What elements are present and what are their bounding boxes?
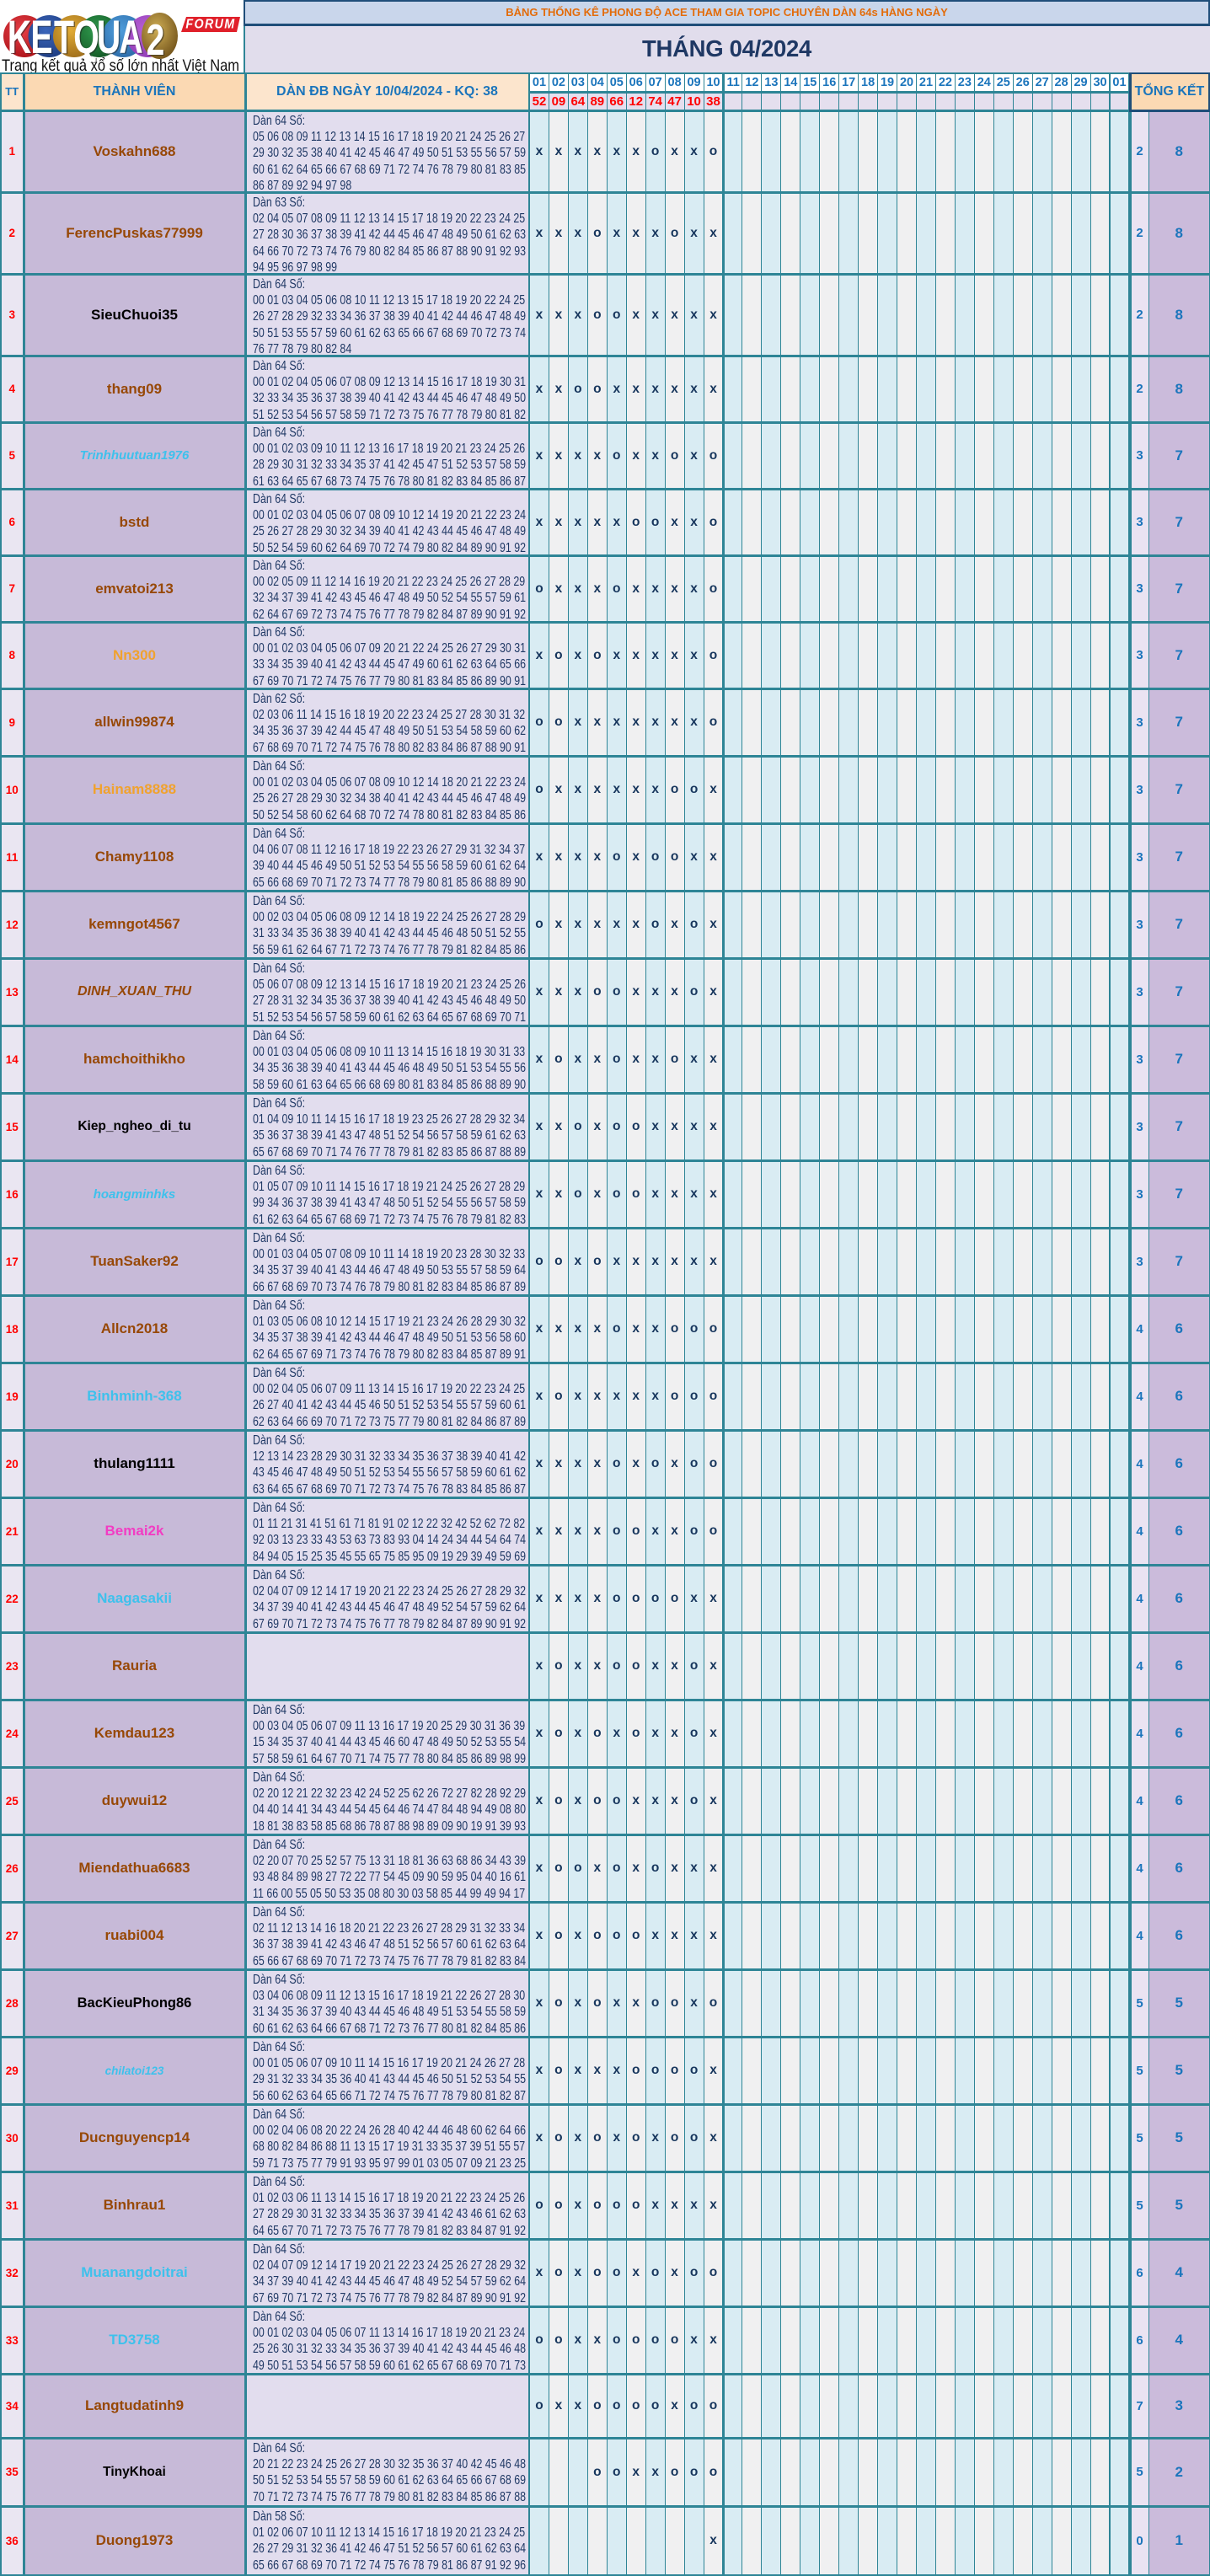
svg-text:Q: Q — [75, 12, 100, 65]
svg-text:U: U — [97, 11, 120, 64]
svg-text:FORUM: FORUM — [185, 18, 235, 32]
svg-text:T: T — [56, 12, 76, 65]
svg-text:Q: Q — [73, 11, 99, 64]
svg-text:E: E — [32, 12, 54, 65]
svg-text:U: U — [98, 12, 121, 65]
svg-text:A: A — [119, 11, 142, 64]
svg-text:2: 2 — [147, 14, 165, 64]
svg-text:Trang kết quả xổ số lớn nhất V: Trang kết quả xổ số lớn nhất Việt Nam — [2, 56, 239, 72]
svg-text:E: E — [30, 11, 52, 64]
svg-text:2: 2 — [147, 16, 166, 66]
svg-text:K: K — [8, 11, 31, 64]
svg-text:K: K — [8, 12, 32, 65]
svg-text:T: T — [54, 11, 74, 64]
svg-text:A: A — [120, 12, 144, 65]
